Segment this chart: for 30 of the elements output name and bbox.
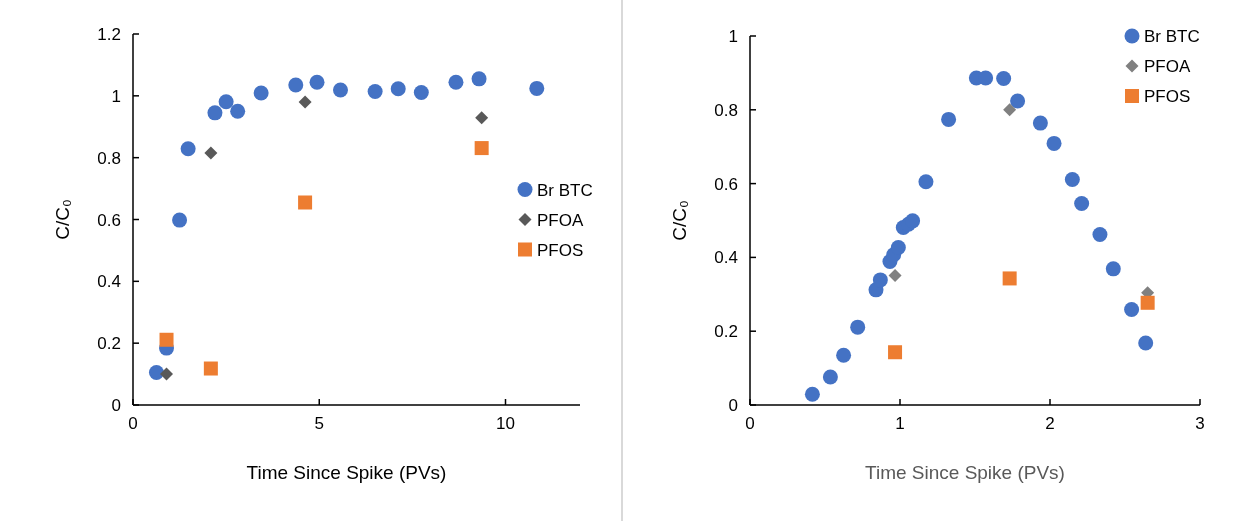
y-tick-label: 0.2 [714, 322, 738, 342]
x-axis-title: Time Since Spike (PVs) [246, 462, 447, 483]
legend-label: PFOS [537, 240, 584, 260]
legend-label: Br BTC [1144, 27, 1200, 46]
legend-label: PFOA [1144, 57, 1191, 76]
y-tick-label: 0.4 [714, 248, 738, 268]
y-tick-label: 0.6 [714, 174, 738, 194]
legend-label: PFOS [1144, 87, 1191, 106]
x-tick-label: 10 [496, 414, 515, 433]
y-tick-label: 0 [111, 396, 121, 415]
x-tick-label: 2 [1045, 414, 1055, 433]
x-tick-label: 0 [745, 414, 755, 433]
x-axis-title: Time Since Spike (PVs) [865, 462, 1065, 483]
y-tick-label: 0.8 [714, 100, 738, 120]
y-tick-label: 0.6 [97, 210, 121, 230]
y-tick-label: 0.4 [97, 272, 121, 292]
y-tick-label: 0.8 [97, 148, 121, 168]
y-axis-title: C/C₀ [669, 200, 690, 241]
x-tick-label: 1 [895, 414, 905, 433]
x-tick-label: 5 [314, 414, 324, 433]
legend-label: PFOA [537, 210, 584, 230]
y-tick-label: 1 [728, 27, 738, 46]
y-tick-label: 1 [111, 86, 121, 106]
y-tick-label: 0 [728, 396, 738, 415]
x-tick-label: 0 [128, 414, 138, 433]
x-tick-label: 3 [1195, 414, 1205, 433]
y-tick-label: 0.2 [97, 334, 121, 354]
y-tick-label: 1.2 [97, 25, 121, 44]
legend-label: Br BTC [537, 180, 593, 200]
y-axis-title: C/C₀ [52, 199, 73, 240]
